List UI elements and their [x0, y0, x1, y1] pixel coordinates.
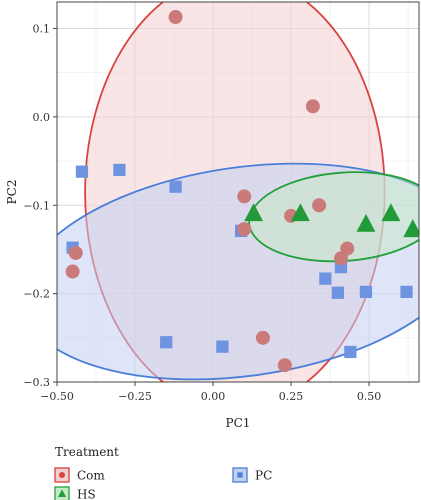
point-com — [237, 189, 252, 204]
point-pc — [344, 345, 357, 359]
y-tick-label: −0.2 — [23, 288, 50, 301]
plot-border — [56, 1, 420, 383]
point-hs — [356, 213, 376, 232]
legend-label: Com — [77, 469, 105, 483]
point-pc — [400, 285, 413, 298]
point-com — [255, 330, 270, 345]
point-hs — [403, 219, 419, 238]
point-pc — [169, 180, 182, 193]
point-pc — [319, 272, 332, 285]
legend-item-pc: PC — [232, 467, 272, 483]
y-tick-label: 0.1 — [33, 23, 51, 36]
y-tick-label: −0.1 — [23, 199, 50, 212]
legend-marker — [57, 489, 67, 498]
x-tick-label: −0.25 — [118, 390, 152, 403]
x-tick-label: −0.50 — [40, 390, 74, 403]
x-tick-label: 0.00 — [201, 390, 226, 403]
point-com — [68, 245, 83, 260]
point-com — [333, 251, 348, 266]
point-hs — [381, 203, 401, 222]
data-points — [65, 10, 419, 373]
y-tick-label: −0.3 — [23, 376, 50, 389]
point-pc — [160, 336, 173, 349]
confidence-ellipses — [57, 2, 419, 382]
y-tick-label: 0.0 — [33, 111, 51, 124]
point-hs — [290, 203, 310, 222]
point-com — [277, 358, 292, 373]
x-axis-title: PC1 — [226, 416, 251, 430]
x-tick-label: 0.25 — [279, 390, 304, 403]
point-com — [305, 99, 320, 114]
legend-label: PC — [255, 469, 272, 483]
point-pc — [113, 163, 126, 177]
point-com — [168, 10, 183, 25]
point-hs — [244, 203, 264, 222]
legend-title: Treatment — [55, 445, 119, 459]
point-com — [65, 264, 80, 279]
legend-marker — [59, 472, 65, 478]
point-pc — [216, 340, 229, 353]
legend-label: HS — [77, 488, 96, 500]
point-pc — [359, 285, 373, 298]
y-axis-title: PC2 — [5, 180, 19, 205]
legend-item-hs: HS — [54, 486, 96, 500]
point-pc — [331, 286, 344, 299]
x-tick-label: 0.50 — [357, 390, 382, 403]
axes: −0.50 −0.25 0.00 0.25 0.50 0.1 0.0 −0.1 −0.2 −0.3 — [23, 23, 381, 403]
legend-marker — [237, 472, 243, 478]
legend: Treatment Com HS PC — [54, 445, 272, 500]
point-com — [312, 198, 327, 213]
legend-item-com: Com — [54, 467, 105, 483]
point-com — [237, 222, 252, 237]
point-pc — [75, 165, 89, 178]
